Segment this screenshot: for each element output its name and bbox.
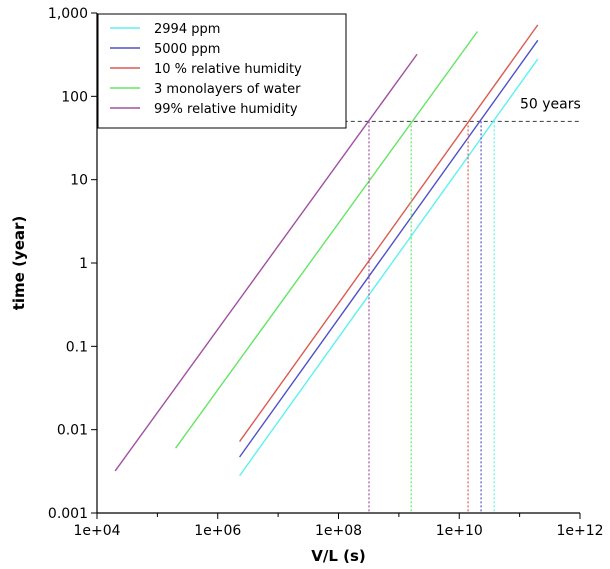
series-line [174,31,478,449]
y-tick-label: 1,000 [48,6,88,22]
annotation-50-years: 50 years [520,96,581,112]
y-tick-label: 10 [70,173,88,189]
y-tick-label: 1 [79,256,88,272]
x-tick-label: 1e+12 [556,523,603,539]
legend-entry: 3 monolayers of water [154,82,301,97]
x-tick-label: 1e+06 [194,523,241,539]
x-tick-label: 1e+08 [315,523,362,539]
y-tick-label: 100 [61,89,88,105]
y-axis-label: time (year) [10,216,28,311]
x-tick-label: 1e+04 [73,523,120,539]
y-tick-label: 0.001 [48,506,88,522]
series-line [114,53,418,472]
legend-entry: 10 % relative humidity [154,62,302,77]
legend-entry: 2994 ppm [154,22,220,37]
y-tick-label: 0.1 [66,339,88,355]
legend-entry: 99% relative humidity [154,102,298,117]
series-line [239,58,539,477]
legend-entry: 5000 ppm [154,42,220,57]
legend: 2994 ppm 5000 ppm 10 % relative humidity 3 … [97,13,347,129]
y-tick-label: 0.01 [57,423,88,439]
series-line [239,24,539,442]
x-tick-label: 1e+10 [436,523,483,539]
series-line [239,39,539,458]
plot-area [114,24,580,513]
legend-box [97,13,347,129]
x-axis-label: V/L (s) [311,547,366,565]
tick-marks: 1e+04 1e+06 1e+08 1e+10 1e+12 0.001 0.01 0.1 1 10… [48,6,604,539]
